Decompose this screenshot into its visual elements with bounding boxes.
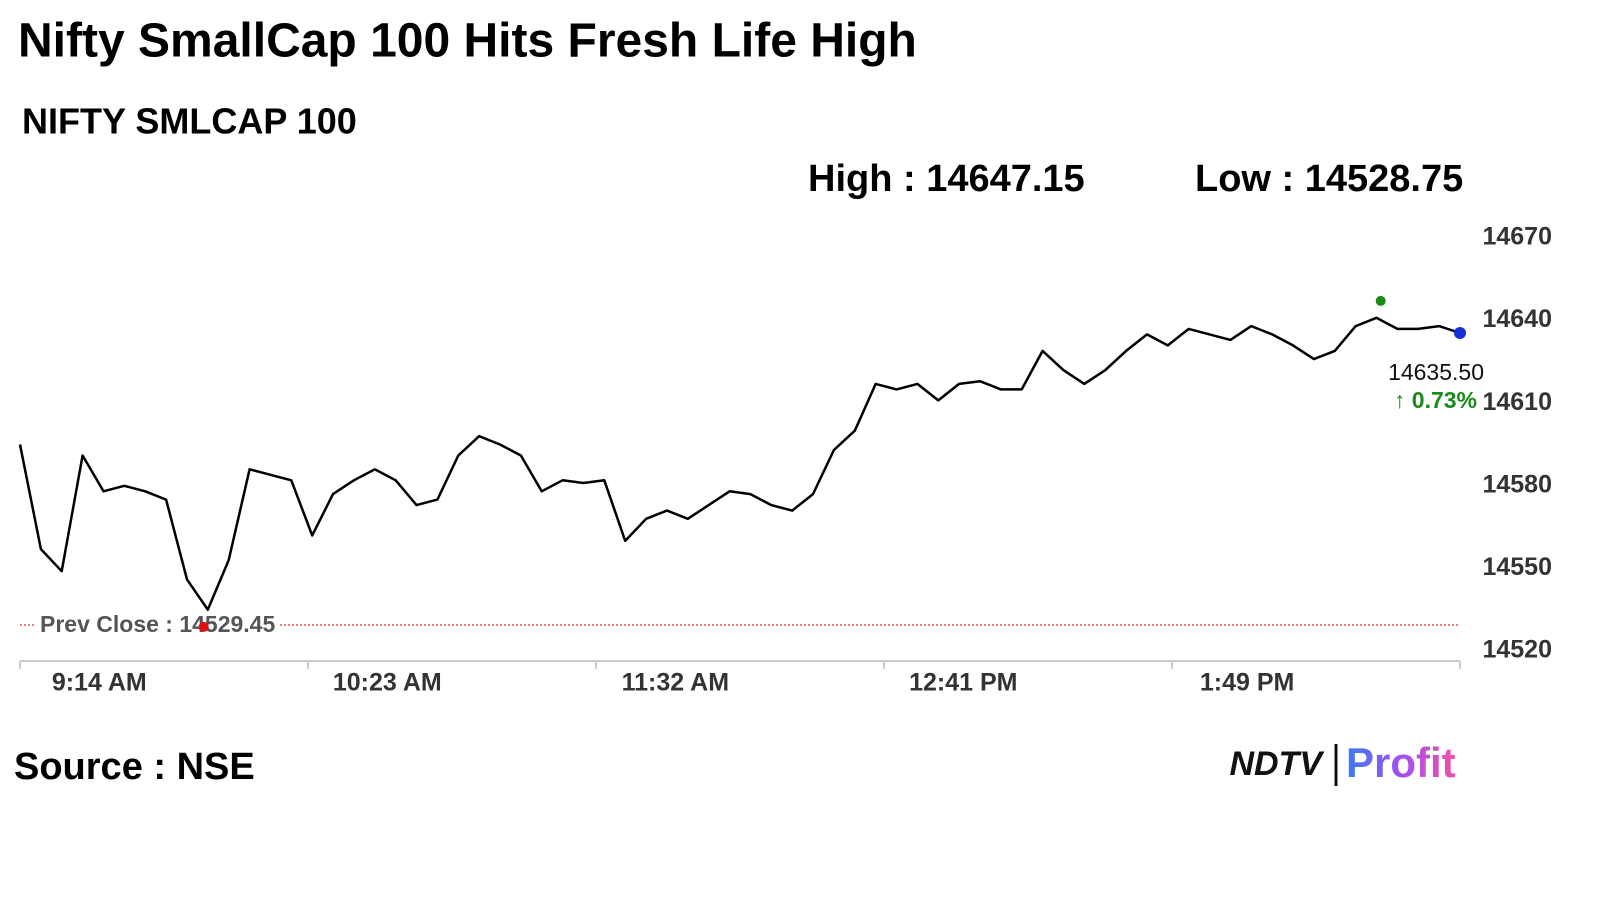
x-separators — [19, 661, 1461, 669]
logo-profit: Profit — [1346, 739, 1456, 786]
chart-title: Nifty SmallCap 100 Hits Fresh Life High — [18, 15, 917, 68]
x-tick-label: 9:14 AM — [52, 669, 147, 697]
logo-ndtv: NDTV — [1229, 745, 1325, 783]
label-bg — [36, 611, 280, 638]
price-line — [18, 316, 1461, 611]
x-tick-label: 11:32 AM — [622, 669, 729, 697]
x-tick-label: 12:41 PM — [909, 669, 1017, 697]
y-tick-label: 14580 — [1482, 470, 1552, 498]
y-tick-label: 14670 — [1482, 223, 1552, 251]
label-bg — [1391, 387, 1483, 414]
x-tick-label: 1:49 PM — [1200, 669, 1294, 697]
last-marker — [1454, 326, 1466, 339]
last-value-label: 14635.50 — [1388, 359, 1484, 385]
y-tick-label: 14610 — [1482, 388, 1552, 416]
change-label: ↑ 0.73% — [1394, 387, 1477, 413]
prev-close-label: Prev Close : 14529.45 — [40, 611, 275, 637]
y-tick-label: 14550 — [1482, 553, 1552, 581]
high-label: High : 14647.15 — [808, 158, 1085, 200]
high-marker — [1375, 295, 1386, 306]
subtitle: NIFTY SMLCAP 100 — [22, 101, 357, 142]
y-tick-label: 14520 — [1482, 636, 1552, 664]
low-marker — [198, 621, 209, 632]
y-tick-label: 14640 — [1482, 305, 1552, 333]
low-label: Low : 14528.75 — [1195, 158, 1463, 200]
source: Source : NSE — [14, 746, 255, 788]
x-tick-label: 10:23 AM — [333, 669, 442, 697]
